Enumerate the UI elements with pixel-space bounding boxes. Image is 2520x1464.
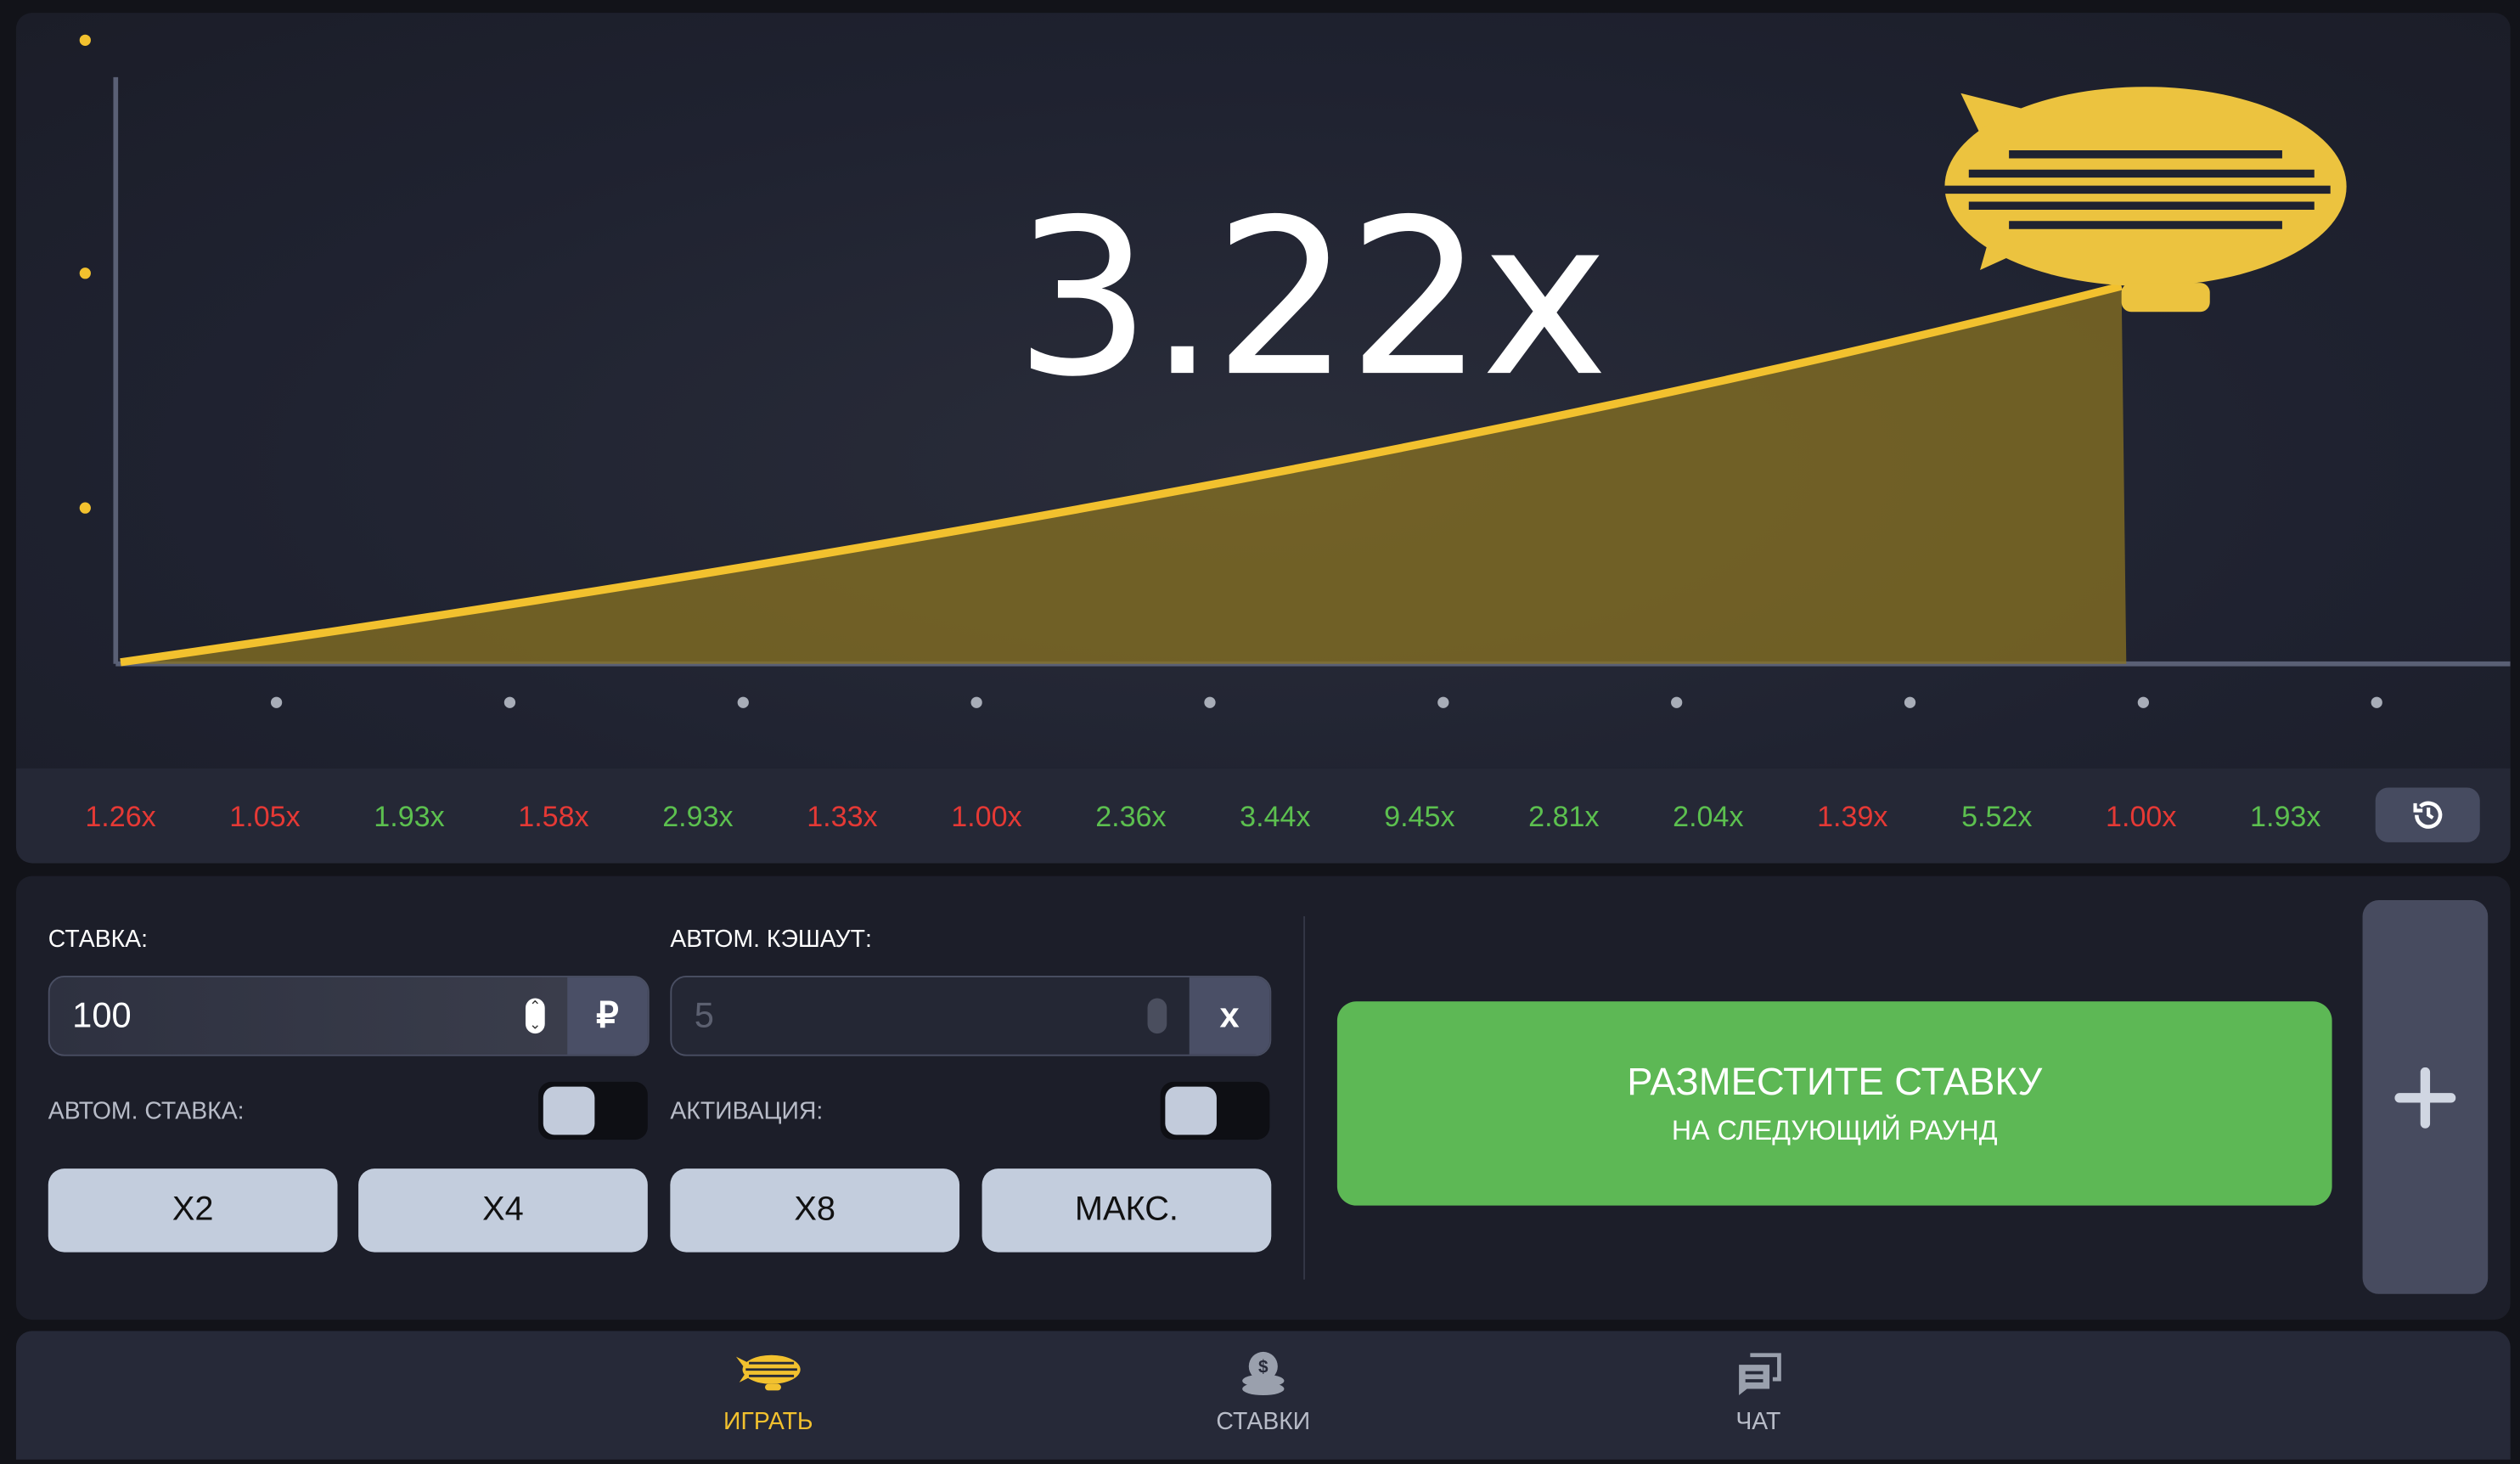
svg-text:$: $ xyxy=(1258,1358,1268,1377)
history-multiplier: 1.00x xyxy=(2106,800,2177,833)
history-multiplier: 1.39x xyxy=(1817,800,1888,833)
history-multiplier: 1.33x xyxy=(807,800,878,833)
stake-stepper[interactable]: ⌃ ⌄ xyxy=(503,977,567,1055)
nav-label: СТАВКИ xyxy=(1216,1408,1311,1436)
nav-chat[interactable]: ЧАТ xyxy=(1662,1350,1854,1435)
history-button[interactable] xyxy=(2375,787,2480,842)
x-axis-dot xyxy=(1204,696,1216,708)
x-axis-dot xyxy=(270,696,283,708)
multiplier-curve xyxy=(120,282,2123,667)
cashout-stepper[interactable] xyxy=(1125,977,1190,1055)
cashout-label: АВТОМ. КЭШАУТ: xyxy=(670,926,872,954)
chat-icon xyxy=(1739,1353,1781,1396)
stepper-icon: ⌃ ⌄ xyxy=(525,998,545,1034)
x-axis-dot xyxy=(1904,696,1916,708)
history-multiplier: 1.58x xyxy=(518,800,589,833)
history-multiplier: 1.93x xyxy=(2250,800,2321,833)
cashout-placeholder[interactable]: 5 xyxy=(694,994,714,1036)
nav-label: ИГРАТЬ xyxy=(723,1408,813,1436)
nav-label: ЧАТ xyxy=(1735,1408,1781,1436)
cashout-input[interactable]: 5 x xyxy=(670,975,1272,1056)
y-axis-dot xyxy=(79,267,91,279)
x2-button[interactable]: X2 xyxy=(48,1168,338,1253)
stepper-icon xyxy=(1147,998,1167,1034)
nav-play[interactable]: ИГРАТЬ xyxy=(672,1350,864,1435)
current-multiplier: 3.22x xyxy=(1014,173,1609,425)
bet-panel: СТАВКА: 100 ⌃ ⌄ ₽ АВТОМ. КЭШАУТ: 5 x АВТО… xyxy=(15,876,2511,1320)
x4-button[interactable]: X4 xyxy=(358,1168,648,1253)
cashout-suffix: x xyxy=(1189,977,1270,1055)
history-multiplier: 5.52x xyxy=(1961,800,2033,833)
place-bet-subtitle: НА СЛЕДУЮЩИЙ РАУНД xyxy=(1671,1114,1998,1146)
airship-icon xyxy=(735,1354,801,1391)
history-multiplier: 2.93x xyxy=(662,800,734,833)
history-multiplier: 1.26x xyxy=(85,800,156,833)
history-multiplier: 2.04x xyxy=(1673,800,1744,833)
x8-button[interactable]: X8 xyxy=(670,1168,960,1253)
activation-label: АКТИВАЦИЯ: xyxy=(670,1097,824,1126)
coins-icon: $ xyxy=(1242,1351,1285,1396)
history-icon xyxy=(2412,801,2442,829)
history-multiplier: 1.05x xyxy=(229,800,301,833)
autobet-toggle[interactable] xyxy=(538,1081,648,1140)
game-canvas: 3.22x xyxy=(15,13,2511,769)
max-button[interactable]: МАКС. xyxy=(982,1168,1272,1253)
stake-label: СТАВКА: xyxy=(48,926,148,954)
nav-bets[interactable]: $ СТАВКИ xyxy=(1167,1350,1359,1435)
x-axis-dot xyxy=(2137,696,2149,708)
y-axis-dot xyxy=(79,502,91,514)
airship-icon xyxy=(1944,87,2347,313)
x-axis-dots xyxy=(270,696,2382,708)
divider xyxy=(1303,915,1306,1280)
activation-toggle[interactable] xyxy=(1160,1081,1270,1140)
x-axis-dot xyxy=(1437,696,1449,708)
history-multiplier: 1.93x xyxy=(374,800,445,833)
currency-suffix: ₽ xyxy=(567,977,648,1055)
place-bet-button[interactable]: РАЗМЕСТИТЕ СТАВКУ НА СЛЕДУЮЩИЙ РАУНД xyxy=(1336,1001,2332,1206)
toggle-knob xyxy=(1165,1086,1217,1135)
plus-icon xyxy=(2394,1066,2456,1128)
add-bet-button[interactable] xyxy=(2362,900,2489,1294)
y-axis-dot xyxy=(79,34,91,46)
x-axis-dot xyxy=(503,696,516,708)
x-axis-dot xyxy=(970,696,982,708)
toggle-knob xyxy=(543,1086,595,1135)
stake-input[interactable]: 100 ⌃ ⌄ ₽ xyxy=(48,975,650,1056)
y-axis-dots xyxy=(79,34,91,514)
x-axis-dot xyxy=(1671,696,1683,708)
autobet-label: АВТОМ. СТАВКА: xyxy=(48,1097,245,1126)
history-bar: 1.26x 1.05x 1.93x 1.58x 2.93x 1.33x 1.00x 2.36x… xyxy=(15,768,2511,864)
stake-value[interactable]: 100 xyxy=(72,994,132,1036)
bottom-nav: ИГРАТЬ $ СТАВКИ ЧАТ xyxy=(15,1331,2511,1460)
history-multiplier: 2.36x xyxy=(1095,800,1167,833)
place-bet-title: РАЗМЕСТИТЕ СТАВКУ xyxy=(1627,1060,2043,1104)
flight-graph xyxy=(79,34,2511,708)
history-multiplier: 3.44x xyxy=(1240,800,1311,833)
history-multiplier: 1.00x xyxy=(951,800,1022,833)
curve-fill xyxy=(120,285,2127,664)
x-axis-dot xyxy=(737,696,749,708)
x-axis-dot xyxy=(2371,696,2382,708)
history-multiplier: 2.81x xyxy=(1528,800,1600,833)
history-multiplier: 9.45x xyxy=(1384,800,1455,833)
